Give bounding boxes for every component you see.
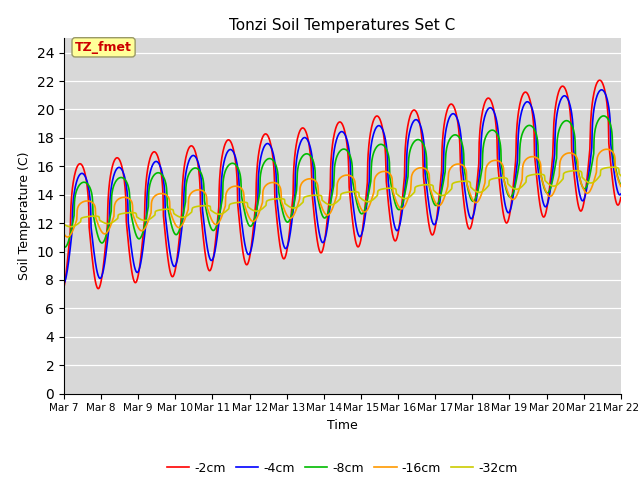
-2cm	[502, 220, 509, 226]
-32cm	[609, 164, 617, 170]
-16cm	[617, 183, 625, 189]
-32cm	[502, 175, 509, 181]
-4cm	[429, 220, 436, 226]
Line: -16cm: -16cm	[64, 149, 621, 237]
Line: -4cm: -4cm	[64, 90, 621, 284]
-4cm	[551, 151, 559, 157]
-8cm	[60, 244, 68, 250]
-32cm	[60, 222, 68, 228]
-16cm	[429, 194, 437, 200]
-2cm	[171, 270, 179, 276]
-8cm	[184, 173, 192, 179]
-4cm	[170, 264, 178, 269]
-32cm	[171, 211, 179, 217]
-2cm	[596, 77, 604, 83]
-8cm	[617, 181, 625, 187]
Title: Tonzi Soil Temperatures Set C: Tonzi Soil Temperatures Set C	[229, 18, 456, 33]
X-axis label: Time: Time	[327, 419, 358, 432]
-32cm	[429, 183, 437, 189]
-32cm	[617, 173, 625, 179]
-4cm	[502, 204, 509, 209]
-2cm	[246, 249, 254, 255]
-16cm	[502, 184, 509, 190]
-32cm	[551, 183, 559, 189]
-16cm	[246, 216, 254, 222]
-16cm	[603, 146, 611, 152]
-16cm	[171, 220, 179, 226]
-2cm	[60, 284, 68, 290]
Text: TZ_fmet: TZ_fmet	[75, 41, 132, 54]
-2cm	[551, 108, 559, 113]
-2cm	[429, 231, 437, 237]
-16cm	[60, 231, 68, 237]
-32cm	[67, 224, 74, 229]
-8cm	[61, 244, 68, 250]
-8cm	[600, 113, 607, 119]
-2cm	[617, 195, 625, 201]
-32cm	[184, 212, 192, 218]
Line: -8cm: -8cm	[64, 116, 621, 247]
-8cm	[171, 231, 179, 237]
-4cm	[598, 87, 605, 93]
Line: -32cm: -32cm	[64, 167, 621, 227]
-2cm	[95, 286, 102, 291]
-16cm	[184, 206, 192, 212]
-4cm	[184, 161, 191, 167]
-4cm	[246, 250, 254, 255]
-8cm	[502, 185, 509, 191]
-2cm	[184, 146, 192, 152]
-16cm	[551, 187, 559, 192]
Y-axis label: Soil Temperature (C): Soil Temperature (C)	[18, 152, 31, 280]
-4cm	[617, 191, 625, 197]
Line: -2cm: -2cm	[64, 80, 621, 288]
-8cm	[429, 199, 437, 204]
-32cm	[246, 206, 254, 212]
-4cm	[60, 281, 68, 287]
-8cm	[551, 165, 559, 170]
-8cm	[246, 223, 254, 229]
-16cm	[63, 234, 71, 240]
Legend: -2cm, -4cm, -8cm, -16cm, -32cm: -2cm, -4cm, -8cm, -16cm, -32cm	[162, 456, 523, 480]
